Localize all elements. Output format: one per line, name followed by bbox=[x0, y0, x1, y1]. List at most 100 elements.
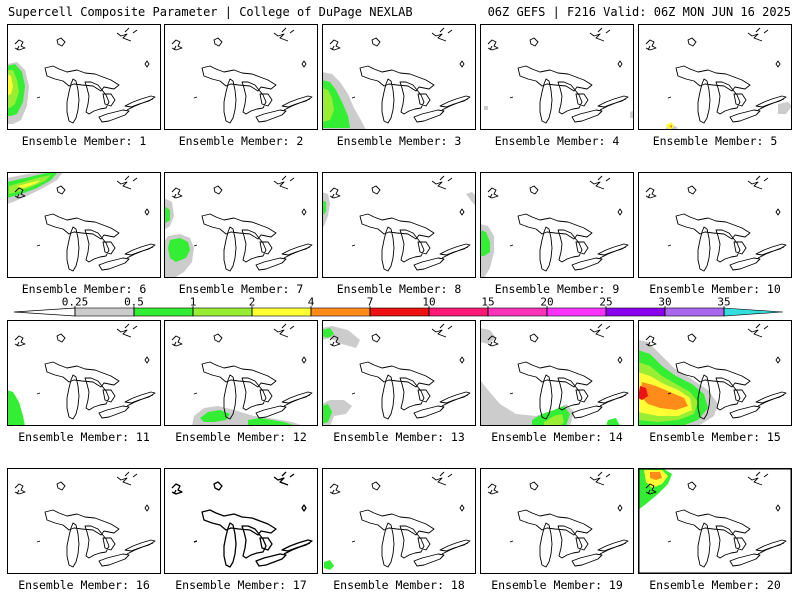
map-background bbox=[7, 320, 161, 426]
coastline-outline bbox=[667, 175, 781, 247]
scp-shading-0-25 bbox=[778, 102, 792, 114]
map-frame bbox=[164, 172, 318, 278]
coastline-outline bbox=[329, 335, 341, 347]
coastline-outline bbox=[126, 98, 154, 111]
coastline-outline bbox=[441, 246, 469, 259]
coastline-outline bbox=[329, 39, 341, 51]
coastline-outline bbox=[509, 471, 623, 543]
coastline-outline bbox=[487, 483, 499, 495]
member-label: Ensemble Member: 19 bbox=[491, 578, 623, 592]
colorbar-swatch bbox=[133, 307, 194, 317]
scp-shading-0-5 bbox=[322, 404, 332, 424]
scp-shading-0-5 bbox=[480, 230, 490, 256]
colorbar-tick-label: 7 bbox=[367, 296, 374, 309]
ensemble-member-map bbox=[638, 24, 792, 130]
coastline-outline bbox=[599, 542, 627, 555]
coastline-outline bbox=[509, 27, 623, 99]
great-lakes-outline bbox=[44, 509, 156, 568]
map-frame bbox=[7, 24, 161, 130]
member-map-svg bbox=[638, 468, 792, 574]
colorbar-swatch bbox=[664, 307, 725, 317]
map-frame bbox=[480, 468, 634, 574]
colorbar-swatch bbox=[369, 307, 430, 317]
colorbar-tick-label: 15 bbox=[481, 296, 494, 309]
scp-shading-0-5 bbox=[324, 560, 334, 570]
member-label: Ensemble Member: 3 bbox=[336, 134, 462, 148]
great-lakes-outline bbox=[675, 213, 787, 272]
ensemble-member-map bbox=[164, 24, 318, 130]
great-lakes-outline bbox=[201, 509, 313, 568]
coastline-outline bbox=[36, 471, 150, 543]
coastline-outline bbox=[36, 27, 150, 99]
ensemble-member-map bbox=[480, 172, 634, 278]
scp-shading-7 bbox=[638, 386, 648, 400]
map-frame bbox=[7, 468, 161, 574]
member-label: Ensemble Member: 14 bbox=[491, 430, 623, 444]
ensemble-member-map bbox=[480, 24, 634, 130]
member-label: Ensemble Member: 13 bbox=[333, 430, 465, 444]
coastline-outline bbox=[283, 246, 311, 259]
colorbar-swatch bbox=[487, 307, 548, 317]
coastline-outline bbox=[171, 39, 183, 51]
colorbar-swatch bbox=[251, 307, 312, 317]
great-lakes-outline bbox=[359, 361, 471, 420]
great-lakes-outline bbox=[675, 361, 787, 420]
scp-shading-0-5 bbox=[606, 418, 620, 426]
member-label: Ensemble Member: 16 bbox=[18, 578, 150, 592]
map-background bbox=[164, 24, 318, 130]
member-map-svg bbox=[164, 172, 318, 278]
member-label: Ensemble Member: 2 bbox=[178, 134, 304, 148]
coastline-outline bbox=[441, 542, 469, 555]
coastline-outline bbox=[14, 335, 26, 347]
scp-shading-0-25 bbox=[480, 328, 496, 344]
coastline-outline bbox=[283, 98, 311, 111]
map-frame bbox=[638, 24, 792, 130]
coastline-outline bbox=[171, 483, 183, 495]
colorbar-swatch bbox=[546, 307, 607, 317]
map-frame bbox=[638, 172, 792, 278]
ensemble-member-map bbox=[7, 24, 161, 130]
coastline-outline bbox=[599, 394, 627, 407]
map-frame bbox=[638, 468, 792, 574]
scp-shading-1 bbox=[322, 88, 334, 122]
colorbar-tick-label: 25 bbox=[599, 296, 612, 309]
member-map-svg bbox=[7, 24, 161, 130]
coastline-outline bbox=[645, 39, 657, 51]
great-lakes-outline bbox=[359, 213, 471, 272]
member-map-svg bbox=[480, 24, 634, 130]
map-background bbox=[480, 24, 634, 130]
ensemble-member-map bbox=[322, 468, 476, 574]
coastline-outline bbox=[667, 471, 781, 543]
great-lakes-outline bbox=[44, 65, 156, 124]
coastline-outline bbox=[441, 394, 469, 407]
great-lakes-outline bbox=[517, 509, 629, 568]
colorbar-swatch bbox=[74, 307, 135, 317]
great-lakes-outline bbox=[359, 509, 471, 568]
member-map-svg bbox=[322, 24, 476, 130]
coastline-outline bbox=[193, 323, 307, 395]
scp-shading-0-5 bbox=[7, 390, 25, 426]
member-map-svg bbox=[638, 320, 792, 426]
colorbar-tick-label: 20 bbox=[540, 296, 553, 309]
coastline-outline bbox=[126, 542, 154, 555]
scp-shading-0-5 bbox=[322, 328, 334, 338]
coastline-outline bbox=[14, 483, 26, 495]
member-map-svg bbox=[480, 172, 634, 278]
colorbar-legend: 0.25 0.5 1 2 4 7 10 15 20 25 30 35 bbox=[0, 296, 800, 320]
map-background bbox=[164, 320, 318, 426]
coastline-outline bbox=[36, 175, 150, 247]
coastline-outline bbox=[14, 39, 26, 51]
colorbar-tick-label: 4 bbox=[308, 296, 315, 309]
colorbar-tick-label: 0.5 bbox=[124, 296, 144, 309]
member-label: Ensemble Member: 20 bbox=[649, 578, 781, 592]
member-map-svg bbox=[322, 320, 476, 426]
map-background bbox=[638, 24, 792, 130]
ensemble-member-map bbox=[322, 24, 476, 130]
map-background bbox=[480, 468, 634, 574]
map-background bbox=[638, 172, 792, 278]
ensemble-member-map bbox=[480, 320, 634, 426]
coastline-outline bbox=[329, 187, 341, 199]
scp-shading-0-5 bbox=[164, 206, 170, 224]
ensemble-member-map bbox=[480, 468, 634, 574]
colorbar-swatch bbox=[605, 307, 666, 317]
